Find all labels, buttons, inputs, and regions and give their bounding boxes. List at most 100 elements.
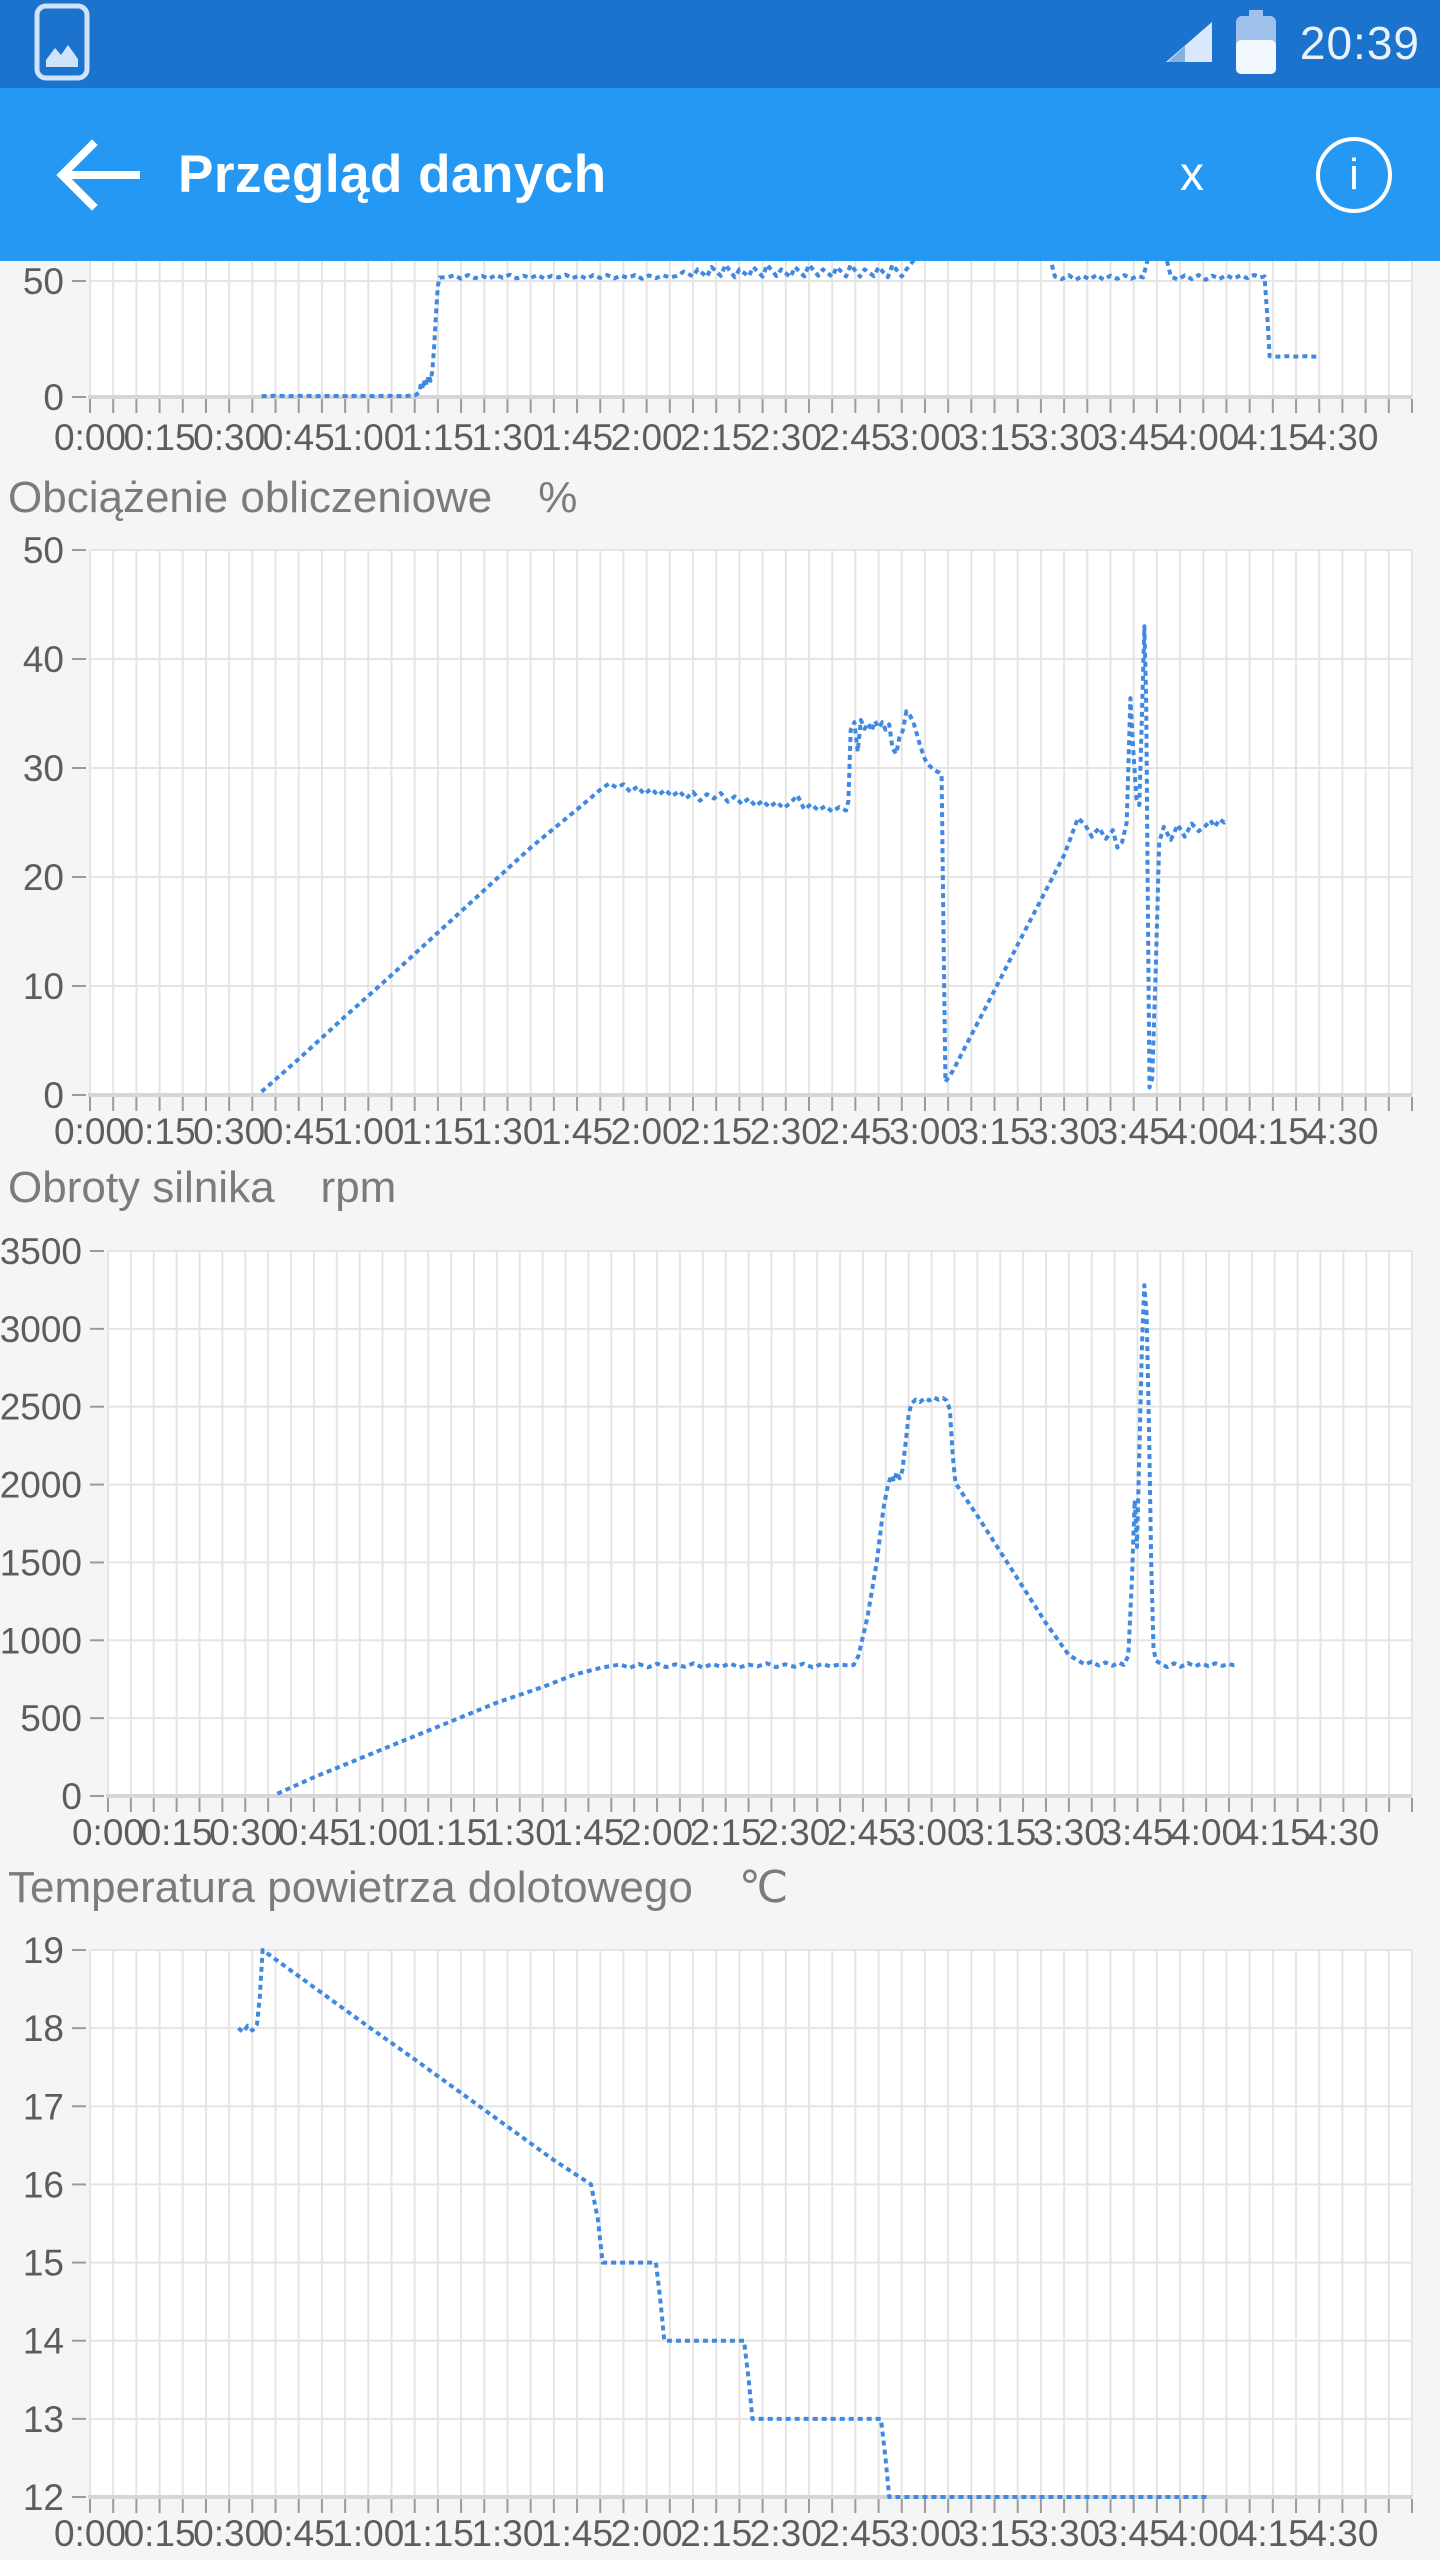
chart-1-series-line <box>260 624 1228 1094</box>
svg-text:3:00: 3:00 <box>896 1812 968 1850</box>
chart-0-series-line <box>261 261 1320 399</box>
svg-text:3:30: 3:30 <box>1028 417 1100 458</box>
svg-text:1500: 1500 <box>0 1542 82 1583</box>
svg-text:1:30: 1:30 <box>471 2513 543 2554</box>
chart-calculated-load[interactable]: 0:00 0:15 0:30 0:45 1:00 1:15 1:30 1:45 2:00 2:15… <box>0 535 1440 1150</box>
svg-text:2:45: 2:45 <box>819 417 891 458</box>
svg-text:2:00: 2:00 <box>611 2513 683 2554</box>
svg-text:0:45: 0:45 <box>263 1111 335 1150</box>
chart-title-text: Temperatura powietrza dolotowego <box>8 1862 693 1912</box>
svg-text:3:00: 3:00 <box>889 417 961 458</box>
svg-text:1:15: 1:15 <box>402 417 474 458</box>
chart-engine-rpm[interactable]: 0:00 0:15 0:30 0:45 1:00 1:15 1:30 1:45 2:00 2:15… <box>0 1225 1440 1850</box>
svg-text:0:45: 0:45 <box>278 1812 350 1850</box>
svg-text:0:45: 0:45 <box>263 2513 335 2554</box>
app-bar: Przegląd danych x i <box>0 88 1440 261</box>
chart-intake-air-temp[interactable]: 0:00 0:15 0:30 0:45 1:00 1:15 1:30 1:45 2:00 2:15… <box>0 1925 1440 2560</box>
svg-text:0:15: 0:15 <box>124 2513 196 2554</box>
svg-text:3:15: 3:15 <box>959 1111 1031 1150</box>
chart-title-intake-temp: Temperatura powietrza dolotowego ℃ <box>0 1850 1440 1925</box>
chart-unit-label: ℃ <box>738 1863 789 1912</box>
svg-text:0:30: 0:30 <box>193 417 265 458</box>
svg-text:2:45: 2:45 <box>819 2513 891 2554</box>
svg-text:4:15: 4:15 <box>1237 417 1309 458</box>
svg-text:20: 20 <box>23 857 64 898</box>
svg-text:1:15: 1:15 <box>402 2513 474 2554</box>
svg-text:4:15: 4:15 <box>1237 1111 1309 1150</box>
svg-text:2:15: 2:15 <box>680 2513 752 2554</box>
svg-text:4:30: 4:30 <box>1306 2513 1378 2554</box>
svg-text:50: 50 <box>23 261 64 302</box>
svg-text:3:30: 3:30 <box>1028 2513 1100 2554</box>
svg-text:17: 17 <box>23 2086 64 2127</box>
chart-3-plot-area <box>90 1950 1412 2497</box>
chart-1-svg: 0:000:150:300:451:001:151:301:452:002:15… <box>23 535 1413 1150</box>
svg-text:1:45: 1:45 <box>552 1812 624 1850</box>
chart-1-ticks <box>72 549 1413 1111</box>
chart-0-axis-labels: 0:000:150:300:451:001:151:301:452:002:15… <box>23 261 1379 458</box>
svg-text:30: 30 <box>23 748 64 789</box>
svg-text:1000: 1000 <box>0 1620 82 1661</box>
svg-text:3:00: 3:00 <box>889 2513 961 2554</box>
svg-text:4:00: 4:00 <box>1167 1111 1239 1150</box>
svg-text:4:00: 4:00 <box>1167 2513 1239 2554</box>
svg-text:2:15: 2:15 <box>680 1111 752 1150</box>
chart-title-text: Obciążenie obliczeniowe <box>8 472 493 522</box>
svg-text:3500: 3500 <box>0 1231 82 1272</box>
chart-2-series-line <box>276 1283 1239 1796</box>
svg-text:1:30: 1:30 <box>471 1111 543 1150</box>
chart-title-text: Obroty silnika <box>8 1162 275 1212</box>
svg-text:10: 10 <box>23 966 64 1007</box>
svg-text:0:15: 0:15 <box>124 1111 196 1150</box>
chart-0-plot-area <box>90 261 1412 397</box>
back-button[interactable] <box>48 127 144 223</box>
svg-text:0:30: 0:30 <box>193 2513 265 2554</box>
svg-text:18: 18 <box>23 2008 64 2049</box>
svg-text:0:00: 0:00 <box>54 1111 126 1150</box>
svg-text:12: 12 <box>23 2477 64 2518</box>
svg-text:0: 0 <box>61 1776 82 1817</box>
clock-time: 20:39 <box>1299 17 1420 69</box>
svg-text:500: 500 <box>20 1698 82 1739</box>
chart-unit-label: % <box>538 472 578 522</box>
svg-text:3:30: 3:30 <box>1028 1111 1100 1150</box>
svg-text:3:15: 3:15 <box>959 2513 1031 2554</box>
svg-text:2:30: 2:30 <box>750 2513 822 2554</box>
page-title: Przegląd danych <box>178 145 607 204</box>
chart-title-load: Obciążenie obliczeniowe % <box>0 460 1440 535</box>
svg-text:1:00: 1:00 <box>332 417 404 458</box>
svg-text:4:00: 4:00 <box>1167 417 1239 458</box>
svg-text:4:00: 4:00 <box>1170 1812 1242 1850</box>
chart-2-svg: 0:000:150:300:451:001:151:301:452:002:15… <box>0 1231 1413 1850</box>
chart-3-ticks <box>72 1949 1413 2513</box>
chart-top-partial[interactable]: 0:00 0:15 0:30 0:45 1:00 1:15 1:30 1:45 2:00 2:15… <box>0 261 1440 460</box>
close-button[interactable]: x <box>1180 147 1204 201</box>
svg-text:0: 0 <box>43 1075 64 1116</box>
svg-text:3:00: 3:00 <box>889 1111 961 1150</box>
svg-text:0:15: 0:15 <box>124 417 196 458</box>
chart-unit-label: rpm <box>320 1162 397 1212</box>
charts-scroll-area[interactable]: 0:00 0:15 0:30 0:45 1:00 1:15 1:30 1:45 2:00 2:15… <box>0 261 1440 2560</box>
chart-title-rpm: Obroty silnika rpm <box>0 1150 1440 1225</box>
svg-text:2:30: 2:30 <box>750 1111 822 1150</box>
svg-text:1:45: 1:45 <box>541 417 613 458</box>
svg-text:0: 0 <box>43 377 64 418</box>
chart-2-gridlines <box>107 1250 1413 1796</box>
svg-text:15: 15 <box>23 2243 64 2284</box>
svg-text:0:45: 0:45 <box>263 417 335 458</box>
svg-text:1:15: 1:15 <box>415 1812 487 1850</box>
chart-0-gridlines <box>89 261 1413 397</box>
svg-text:13: 13 <box>23 2399 64 2440</box>
svg-text:0:00: 0:00 <box>54 417 126 458</box>
svg-text:4:15: 4:15 <box>1239 1812 1311 1850</box>
chart-3-svg: 0:000:150:300:451:001:151:301:452:002:15… <box>23 1930 1413 2554</box>
info-button[interactable]: i <box>1316 136 1392 213</box>
svg-text:1:15: 1:15 <box>402 1111 474 1150</box>
cellular-signal-icon <box>1165 21 1212 67</box>
svg-text:1:00: 1:00 <box>332 2513 404 2554</box>
svg-text:2:00: 2:00 <box>621 1812 693 1850</box>
svg-text:3:15: 3:15 <box>964 1812 1036 1850</box>
svg-text:0:30: 0:30 <box>193 1111 265 1150</box>
svg-text:3:45: 3:45 <box>1098 2513 1170 2554</box>
svg-text:0:00: 0:00 <box>72 1812 144 1850</box>
